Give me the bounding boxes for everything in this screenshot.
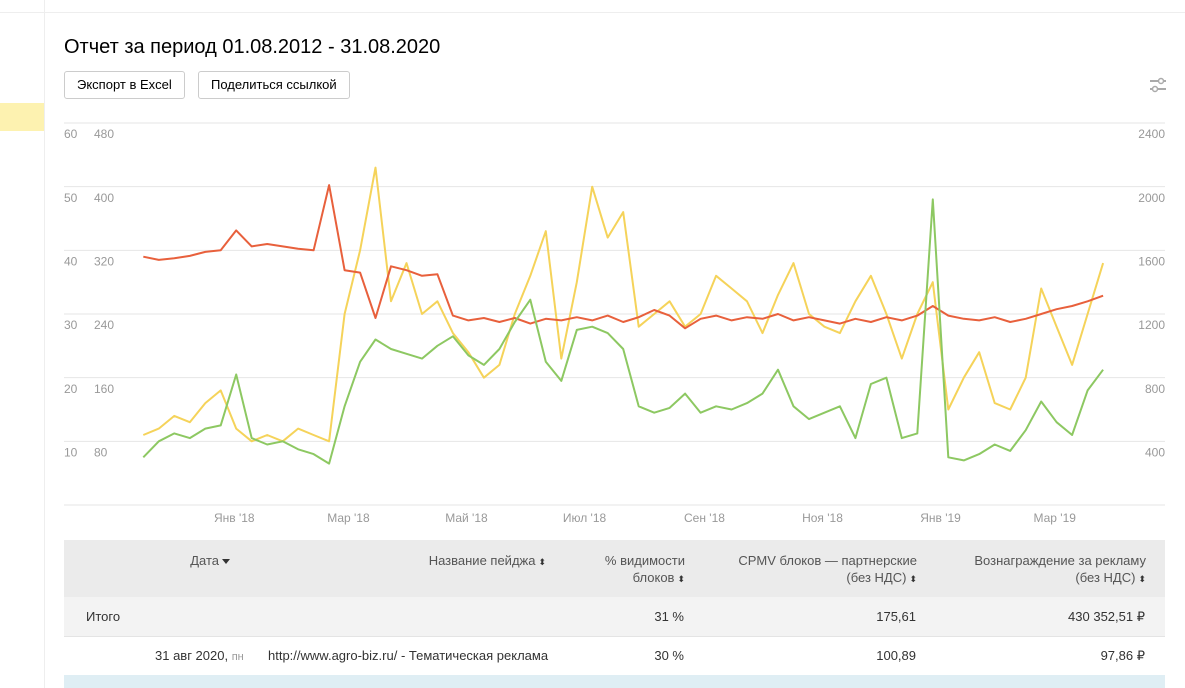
- share-button[interactable]: Поделиться ссылкой: [198, 71, 350, 99]
- cell: 100,89: [876, 648, 916, 663]
- column-header[interactable]: Название пейджа: [428, 553, 536, 568]
- chart: 10 20 30 40 50 60 80 160 240 320 400 480 400 800 1200 1…: [64, 122, 1165, 525]
- x-tick-label: Янв '19: [920, 511, 961, 525]
- y-tick-label: 10: [64, 446, 78, 460]
- x-tick-label: Ноя '18: [802, 511, 843, 525]
- y3-tick-label: 800: [1145, 382, 1165, 396]
- y3-tick-label: 1600: [1138, 255, 1165, 269]
- settings-icon[interactable]: [1148, 77, 1168, 93]
- y-tick-label: 60: [64, 127, 78, 141]
- weekday: пн: [231, 651, 244, 663]
- y2-tick-label: 80: [94, 446, 108, 460]
- x-tick-label: Мар '19: [1033, 511, 1076, 525]
- y3-tick-label: 400: [1145, 446, 1165, 460]
- series-line: [142, 198, 1104, 465]
- sort-icon[interactable]: ⬍: [538, 557, 546, 567]
- y-tick-label: 30: [64, 318, 78, 332]
- column-header[interactable]: CPMV блоков — партнерские (без НДС): [738, 553, 917, 585]
- y2-tick-label: 320: [94, 255, 114, 269]
- x-tick-label: Май '18: [445, 511, 488, 525]
- export-button[interactable]: Экспорт в Excel: [64, 71, 185, 99]
- divider: [64, 636, 1165, 637]
- x-tick-label: Мар '18: [327, 511, 370, 525]
- cell: 97,86 ₽: [1100, 648, 1145, 663]
- sort-icon[interactable]: ⬍: [677, 574, 685, 584]
- x-tick-label: Июл '18: [563, 511, 607, 525]
- divider: [0, 12, 1185, 13]
- total-label: Итого: [86, 609, 121, 624]
- y2-tick-label: 160: [94, 382, 114, 396]
- column-header[interactable]: % видимости блоков: [604, 553, 685, 585]
- cell: 31 авг 2020,: [155, 648, 229, 663]
- x-tick-label: Сен '18: [684, 511, 725, 525]
- sidebar-active[interactable]: [0, 103, 44, 131]
- x-tick-label: Янв '18: [214, 511, 255, 525]
- sort-icon[interactable]: ⬍: [909, 574, 917, 584]
- total-row: [64, 597, 1165, 636]
- cell: 430 352,51 ₽: [1068, 609, 1145, 624]
- y2-tick-label: 480: [94, 127, 114, 141]
- y-tick-label: 20: [64, 382, 78, 396]
- report-title: Отчет за период 01.08.2012 - 31.08.2020: [64, 36, 441, 58]
- series-line: [143, 184, 1104, 330]
- column-header[interactable]: Вознаграждение за рекламу (без НДС): [974, 553, 1146, 585]
- column-header[interactable]: Дата: [190, 553, 219, 568]
- sort-icon[interactable]: ⬍: [1138, 574, 1146, 584]
- selected-row[interactable]: [64, 675, 1165, 688]
- sort-icon[interactable]: [222, 559, 230, 565]
- y-tick-label: 50: [64, 191, 78, 205]
- y2-tick-label: 400: [94, 191, 114, 205]
- y-tick-label: 40: [64, 255, 78, 269]
- cell: 31 %: [654, 609, 684, 624]
- cell: 30 %: [654, 648, 684, 663]
- table-header: [64, 540, 1165, 597]
- y3-tick-label: 2000: [1138, 191, 1165, 205]
- cell: 175,61: [876, 609, 916, 624]
- divider: [44, 0, 45, 688]
- series-line: [142, 166, 1105, 443]
- cell: http://www.agro-biz.ru/ - Тематическая р…: [268, 648, 549, 663]
- y3-tick-label: 2400: [1138, 127, 1165, 141]
- y3-tick-label: 1200: [1138, 318, 1165, 332]
- y2-tick-label: 240: [94, 318, 114, 332]
